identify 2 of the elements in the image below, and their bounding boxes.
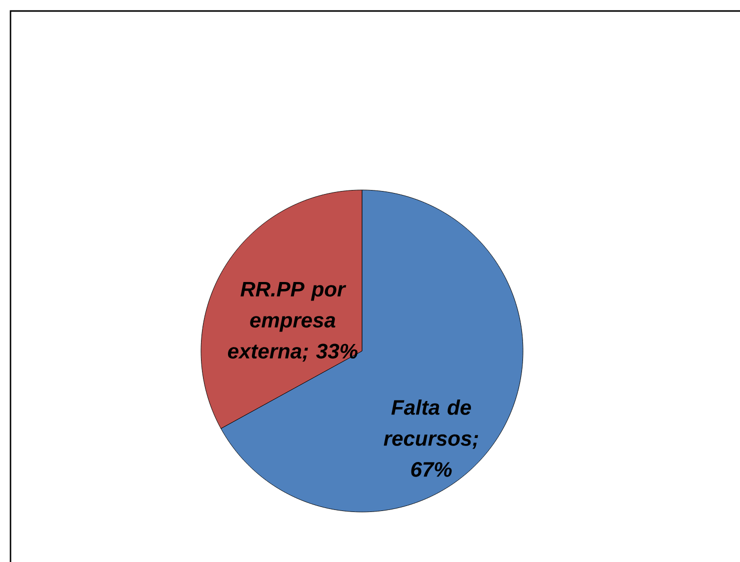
slice-label: Falta de recursos; 67%	[384, 399, 478, 477]
slice-label: RR.PP por empresa externa; 33%	[228, 282, 358, 362]
